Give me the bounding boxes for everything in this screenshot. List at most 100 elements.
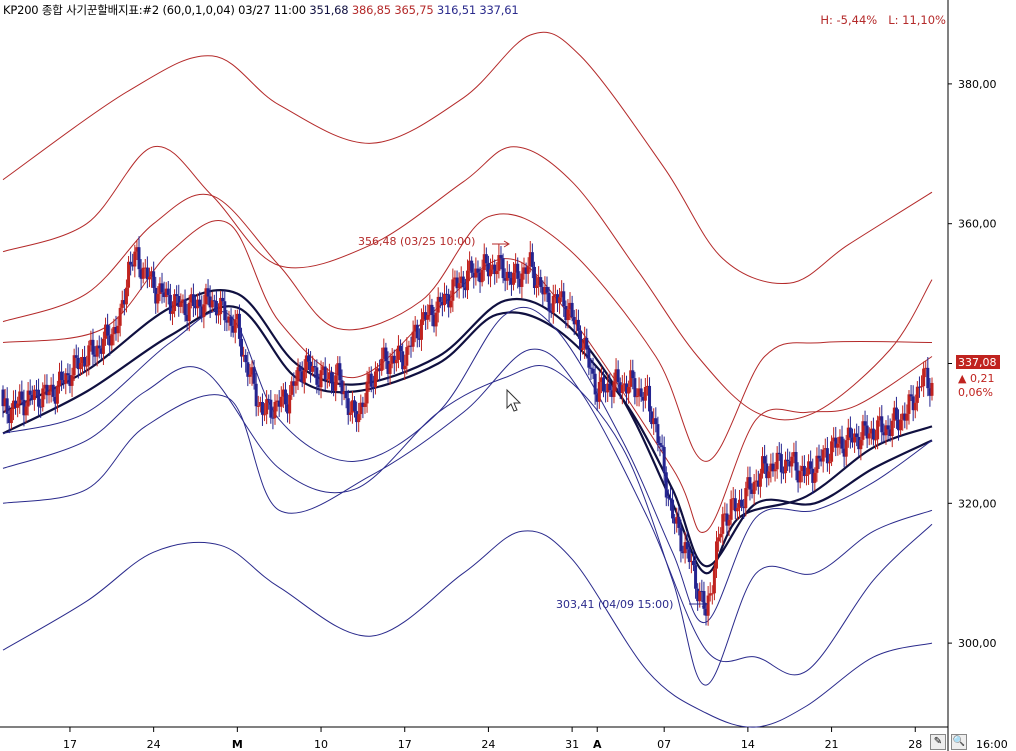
candle-body	[735, 507, 739, 512]
candle-body	[568, 302, 572, 310]
candle-body	[70, 375, 74, 386]
candle-body	[432, 314, 436, 327]
candle-body	[20, 391, 24, 400]
candle-body	[461, 276, 465, 288]
candle-body	[436, 296, 440, 313]
candle-body	[290, 381, 294, 395]
last-price-change: ▲ 0,21	[958, 372, 994, 385]
candle-body	[551, 295, 555, 313]
candle-body	[610, 390, 614, 397]
candle-body	[595, 394, 599, 402]
candle-body	[5, 398, 9, 414]
candle-body	[361, 402, 365, 407]
candle-body	[179, 302, 183, 307]
candle-body	[275, 400, 279, 402]
candle-body	[859, 439, 863, 450]
zoom-button[interactable]: 🔍	[951, 734, 967, 750]
candle-body	[294, 381, 298, 386]
candle-body	[899, 419, 903, 431]
candle-body	[277, 400, 281, 407]
candle-body	[855, 433, 859, 437]
candle-body	[317, 384, 321, 388]
candle-body	[493, 264, 497, 275]
candle-body	[468, 260, 472, 271]
candle-body	[342, 391, 346, 395]
candle-body	[455, 277, 459, 289]
candle-body	[212, 300, 216, 302]
candle-body	[7, 413, 11, 424]
candle-body	[495, 270, 499, 275]
candle-body	[478, 272, 482, 283]
candle-body	[221, 297, 225, 302]
candle-body	[526, 266, 530, 274]
candle-body	[32, 389, 36, 400]
candle-body	[85, 365, 89, 367]
candle-body	[200, 306, 204, 318]
candle-body	[9, 408, 13, 424]
series-line	[2, 220, 933, 534]
candle-body	[474, 268, 478, 278]
candle-body	[501, 258, 505, 279]
x-tick-label: 21	[825, 738, 839, 751]
candle-body	[72, 355, 76, 376]
candle-body	[486, 263, 490, 277]
candle-body	[350, 400, 354, 413]
candle-body	[122, 300, 126, 305]
candle-body	[917, 386, 921, 388]
candle-body	[419, 319, 423, 340]
candle-body	[233, 319, 237, 333]
candle-body	[26, 390, 30, 407]
candle-body	[231, 325, 235, 333]
candle-body	[777, 452, 781, 455]
candle-body	[143, 267, 147, 269]
candle-body	[175, 294, 179, 296]
candle-body	[637, 388, 641, 396]
last-price-box	[956, 355, 1000, 369]
candle-body	[758, 473, 762, 487]
y-tick-label: 320,00	[958, 497, 997, 510]
candle-body	[712, 568, 716, 594]
x-tick-label: 24	[147, 738, 161, 751]
draw-button[interactable]: ✎	[930, 734, 946, 750]
candle-body	[819, 458, 823, 462]
candle-body	[348, 412, 352, 415]
candle-body	[892, 407, 896, 421]
candle-body	[566, 309, 570, 321]
candle-body	[329, 372, 333, 383]
candle-body	[911, 396, 915, 411]
candle-body	[564, 306, 568, 321]
candle-body	[524, 267, 528, 274]
candle-body	[449, 300, 453, 308]
candle-body	[110, 334, 114, 346]
candle-body	[761, 456, 765, 474]
candle-body	[369, 373, 373, 387]
candle-body	[409, 345, 413, 347]
x-tick-label: 28	[908, 738, 922, 751]
candle-body	[897, 419, 901, 431]
magnifier-icon: 🔍	[952, 736, 966, 747]
candle-body	[426, 314, 430, 320]
candle-body	[300, 371, 304, 383]
candle-body	[62, 380, 66, 384]
candle-body	[815, 455, 819, 473]
low-annotation: 303,41 (04/09 15:00)	[556, 598, 673, 611]
candle-body	[223, 301, 227, 321]
candle-body	[620, 384, 624, 394]
candle-body	[206, 288, 210, 297]
candle-body	[654, 418, 658, 425]
candle-body	[635, 395, 639, 398]
x-tick-label: 31	[565, 738, 579, 751]
candle-body	[853, 433, 857, 443]
candle-body	[848, 427, 852, 438]
header-title: KP200 종합 사기꾼할배지표:#2	[3, 3, 159, 17]
candle-body	[537, 277, 541, 286]
candle-body	[930, 382, 934, 396]
candle-body	[497, 255, 501, 271]
candle-body	[193, 305, 197, 309]
candle-body	[16, 403, 20, 408]
candle-body	[591, 368, 595, 374]
candle-body	[281, 389, 285, 397]
candle-body	[210, 300, 214, 308]
candle-body	[83, 356, 87, 367]
candle-body	[775, 452, 779, 470]
